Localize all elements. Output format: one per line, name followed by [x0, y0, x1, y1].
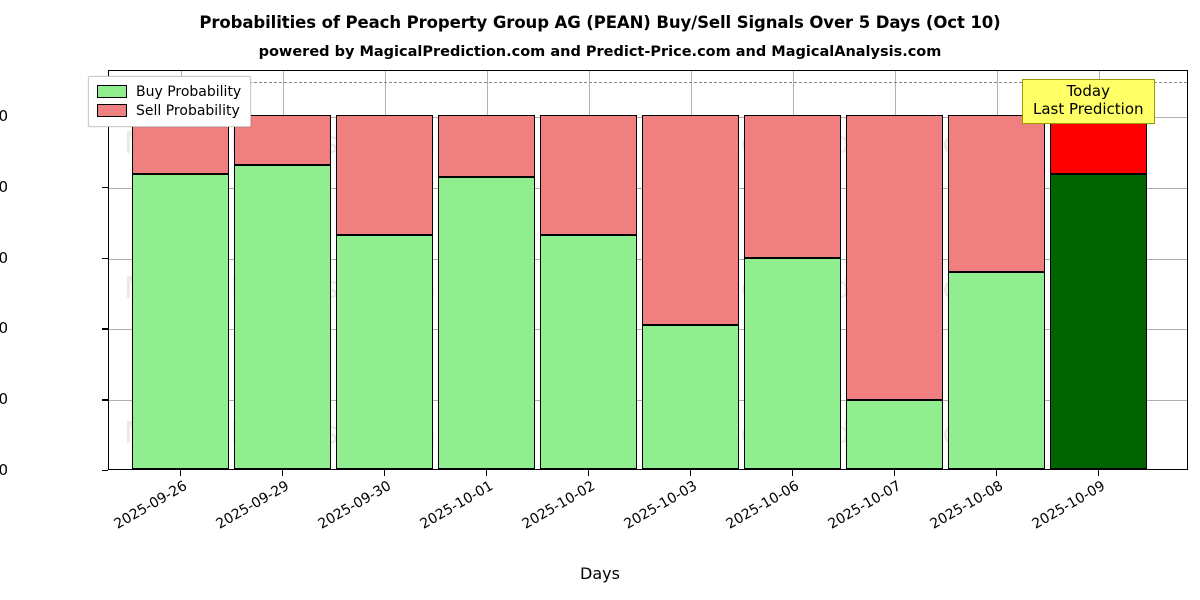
- bar-segment-sell[interactable]: [336, 115, 433, 235]
- bar-segment-sell[interactable]: [744, 115, 841, 259]
- x-axis-tick-label: 2025-10-08: [927, 478, 1006, 533]
- bar-group-today[interactable]: [1050, 71, 1147, 469]
- y-axis-tick-label: 60: [0, 248, 8, 267]
- plot-area: MagicalAnalysis.comMagicalPrediction.com…: [108, 70, 1188, 470]
- bar-segment-buy[interactable]: [132, 174, 229, 469]
- y-axis-tick-mark: [102, 399, 108, 401]
- y-axis-tick-mark: [102, 257, 108, 259]
- x-axis-tick-mark: [485, 470, 487, 476]
- x-axis-tick-label: 2025-09-29: [213, 478, 292, 533]
- bar-group[interactable]: [132, 71, 229, 469]
- bar-segment-sell[interactable]: [1050, 115, 1147, 175]
- bar-group[interactable]: [642, 71, 739, 469]
- bar-segment-sell[interactable]: [438, 115, 535, 178]
- x-axis-tick-label: 2025-10-07: [825, 478, 904, 533]
- bar-segment-buy[interactable]: [540, 235, 637, 469]
- bar-group[interactable]: [234, 71, 331, 469]
- bar-group[interactable]: [336, 71, 433, 469]
- x-axis-tick-mark: [689, 470, 691, 476]
- y-axis-tick-label: 40: [0, 319, 8, 338]
- x-axis-tick-label: 2025-10-09: [1029, 478, 1108, 533]
- y-axis-tick-label: 100: [0, 107, 8, 126]
- x-axis-tick-mark: [587, 470, 589, 476]
- bar-group[interactable]: [948, 71, 1045, 469]
- x-axis-tick-label: 2025-10-03: [621, 478, 700, 533]
- y-axis-tick-mark: [102, 328, 108, 330]
- today-annotation-line2: Last Prediction: [1033, 99, 1144, 118]
- legend-label: Sell Probability: [136, 102, 240, 119]
- bar-group[interactable]: [846, 71, 943, 469]
- bar-segment-buy[interactable]: [846, 400, 943, 469]
- legend-swatch-icon: [97, 104, 127, 117]
- y-axis-tick-mark: [102, 186, 108, 189]
- chart-subtitle: powered by MagicalPrediction.com and Pre…: [258, 44, 942, 60]
- y-axis-tick-mark: [102, 470, 108, 472]
- bar-segment-buy[interactable]: [1050, 174, 1147, 469]
- bar-group[interactable]: [744, 71, 841, 469]
- bar-segment-sell[interactable]: [642, 115, 739, 326]
- bar-segment-buy[interactable]: [744, 258, 841, 469]
- legend-label: Buy Probability: [136, 83, 242, 100]
- legend-swatch-icon: [97, 85, 127, 98]
- today-annotation-line1: Today: [1066, 82, 1110, 100]
- bar-segment-buy[interactable]: [438, 177, 535, 469]
- bar-segment-buy[interactable]: [948, 272, 1045, 469]
- chart-title: Probabilities of Peach Property Group AG…: [199, 13, 1001, 32]
- x-axis-tick-mark: [281, 470, 283, 476]
- x-axis-tick-mark: [791, 470, 793, 476]
- today-annotation: Today Last Prediction: [1022, 79, 1155, 125]
- x-axis-tick-label: 2025-10-01: [417, 478, 496, 533]
- bar-segment-buy[interactable]: [234, 164, 331, 469]
- x-axis-tick-label: 2025-10-06: [723, 478, 802, 533]
- y-axis-tick-label: 80: [0, 177, 8, 196]
- bar-segment-sell[interactable]: [540, 115, 637, 236]
- x-axis-tick-mark: [383, 470, 385, 476]
- x-axis-tick-label: 2025-10-02: [519, 478, 598, 533]
- x-axis-tick-mark: [893, 470, 895, 476]
- x-axis-tick-label: 2025-09-30: [315, 478, 394, 533]
- bar-segment-buy[interactable]: [336, 234, 433, 469]
- y-axis-tick-label: 0: [0, 461, 8, 479]
- legend-item[interactable]: Buy Probability: [97, 82, 241, 101]
- threshold-line: [109, 81, 1187, 83]
- bar-segment-sell[interactable]: [846, 115, 943, 401]
- bar-segment-buy[interactable]: [642, 325, 739, 469]
- x-axis-label: Days: [580, 564, 620, 583]
- bar-group[interactable]: [540, 71, 637, 469]
- legend-item[interactable]: Sell Probability: [97, 101, 241, 120]
- x-axis-tick-label: 2025-09-26: [111, 478, 190, 533]
- x-axis-tick-mark: [179, 470, 181, 476]
- bar-segment-sell[interactable]: [948, 115, 1045, 273]
- bar-group[interactable]: [438, 71, 535, 469]
- x-axis-tick-mark: [1097, 470, 1099, 476]
- y-axis-tick-label: 20: [0, 390, 8, 409]
- chart-legend: Buy Probability Sell Probability: [88, 76, 252, 127]
- x-axis-tick-mark: [995, 470, 997, 476]
